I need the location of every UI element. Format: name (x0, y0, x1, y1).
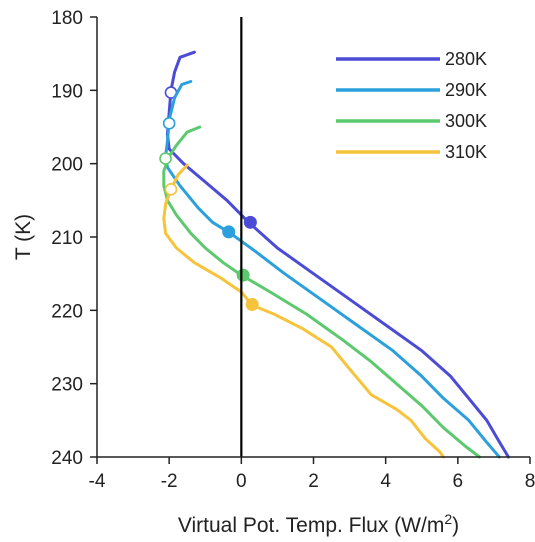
y-tick-label: 180 (51, 8, 83, 29)
x-ticks: -4 -2 0 2 4 6 8 (89, 457, 535, 492)
x-axis-label-suffix: ) (452, 514, 459, 537)
series-line-290K (164, 80, 501, 459)
y-tick-label: 200 (51, 155, 83, 176)
series-line-300K (162, 125, 481, 459)
y-ticks: 180 190 200 210 220 230 240 (51, 8, 97, 469)
filled-marker-300K (236, 268, 250, 282)
filled-marker-280K (243, 215, 257, 229)
axes-layer: -4 -2 0 2 4 6 8 180 190 200 210 220 230 240 (51, 8, 535, 492)
open-marker-300K (159, 152, 172, 165)
legend-label-310K: 310K (445, 142, 487, 162)
open-marker-310K (164, 183, 178, 196)
y-tick-label: 240 (51, 448, 83, 469)
x-tick-label: 4 (380, 471, 391, 492)
open-marker-290K (162, 117, 176, 130)
y-axis-label: T (K) (12, 214, 35, 260)
legend: 280K 290K 300K 310K (336, 49, 487, 162)
x-axis-label-superscript: 2 (444, 511, 452, 527)
y-tick-label: 230 (51, 375, 83, 396)
x-axis-label: Virtual Pot. Temp. Flux (W/m2) (178, 511, 459, 537)
x-tick-label: 2 (308, 471, 319, 492)
series-layer (159, 50, 510, 459)
legend-label-280K: 280K (445, 49, 487, 69)
x-tick-label: 0 (236, 471, 247, 492)
filled-marker-310K (245, 297, 259, 311)
x-tick-label: 6 (453, 471, 464, 492)
x-axis-label-main: Virtual Pot. Temp. Flux (W/m (178, 514, 444, 537)
y-tick-label: 220 (51, 301, 83, 322)
legend-label-290K: 290K (445, 80, 487, 100)
legend-label-300K: 300K (445, 111, 487, 131)
y-tick-label: 190 (51, 81, 83, 102)
y-tick-label: 210 (51, 228, 83, 249)
x-tick-label: -4 (89, 471, 106, 492)
x-tick-label: -2 (161, 471, 178, 492)
filled-marker-290K (222, 225, 236, 239)
x-tick-label: 8 (525, 471, 535, 492)
